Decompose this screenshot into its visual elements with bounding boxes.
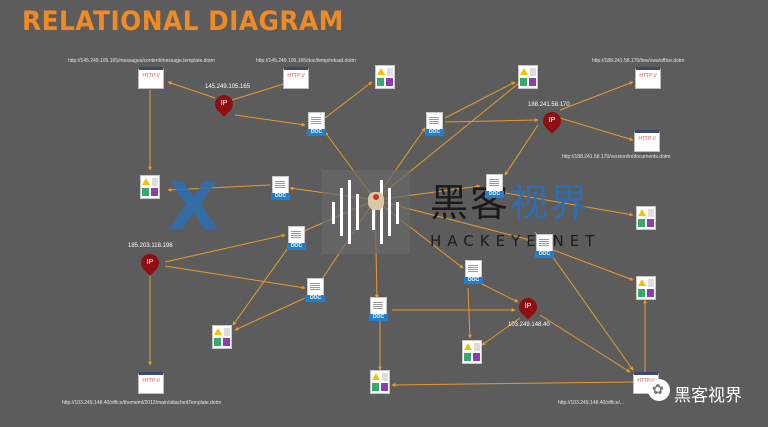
- edge: [481, 317, 521, 346]
- badge-text: 黑客视界: [674, 386, 742, 406]
- file-bundle-node: [636, 206, 656, 230]
- edge: [467, 287, 472, 339]
- edge: [167, 81, 216, 99]
- doc-file-node: DOC: [271, 176, 290, 200]
- center-node-icon: [368, 192, 384, 210]
- doc-file-node: DOC: [306, 278, 325, 302]
- watermark-chinese-text: 黑客视界: [430, 172, 590, 227]
- file-bundle-node: [636, 276, 656, 300]
- doc-file-node: DOC: [464, 260, 483, 284]
- file-bundle-node: [375, 65, 395, 89]
- ip-address-label: 103.249.148.40: [508, 322, 550, 328]
- edge: [167, 184, 271, 192]
- url-label: http://145.249.105.165/messages/content/…: [68, 58, 215, 64]
- url-label: http://103.249.148.40/office/...: [558, 400, 625, 406]
- http-node: HTTP://: [635, 67, 661, 89]
- doc-file-node: DOC: [485, 174, 504, 198]
- edge: [444, 118, 539, 123]
- edge: [232, 244, 291, 326]
- ip-location-pin-icon: IP: [539, 108, 565, 134]
- edge: [391, 381, 634, 387]
- watermark-bars-logo: [322, 170, 410, 254]
- edge: [231, 81, 291, 101]
- page-title: RELATIONAL DIAGRAM: [22, 6, 344, 37]
- watermark-english-text: HACKEYE.NET: [430, 232, 601, 250]
- doc-file-node: DOC: [307, 112, 326, 136]
- edge: [164, 265, 306, 290]
- ip-address-label: 145.249.105.165: [205, 84, 251, 90]
- wechat-logo-icon: [648, 379, 670, 401]
- url-label: http://145.249.105.165/doc/temp/reload.d…: [256, 58, 356, 64]
- edge: [444, 81, 516, 119]
- url-label: http://188.241.58.170/version/in/documen…: [562, 154, 671, 160]
- edge: [234, 114, 306, 127]
- edge: [499, 191, 634, 217]
- edge: [559, 117, 634, 141]
- edge: [164, 233, 286, 263]
- doc-file-node: DOC: [535, 234, 554, 258]
- ip-address-label: 185.203.118.198: [128, 243, 173, 249]
- edge: [324, 81, 373, 119]
- http-node: HTTP://: [283, 67, 309, 89]
- file-bundle-node: [518, 65, 538, 89]
- edge: [547, 247, 634, 281]
- file-bundle-node: [462, 340, 482, 364]
- edge: [234, 297, 306, 331]
- http-node: HTTP://: [138, 67, 164, 89]
- ip-location-pin-icon: IP: [137, 250, 163, 276]
- url-label: http://188.241.58.170/live/owa/office.do…: [592, 58, 685, 64]
- file-bundle-node: [140, 175, 160, 199]
- watermark-x-logo: X: [168, 168, 219, 245]
- http-node: HTTP://: [634, 130, 660, 152]
- edge: [559, 81, 634, 111]
- watermark-cn-blue: 视界: [510, 181, 591, 225]
- file-bundle-node: [370, 370, 390, 394]
- url-label: http://103.249.148.40/office/thememl/201…: [62, 400, 222, 406]
- edge: [477, 281, 519, 303]
- ip-location-pin-icon: IP: [515, 294, 541, 320]
- edge: [539, 314, 631, 373]
- doc-file-node: DOC: [287, 226, 306, 250]
- doc-file-node: DOC: [425, 112, 444, 136]
- ip-address-label: 188.241.58.170: [528, 102, 570, 108]
- http-node: HTTP://: [138, 372, 164, 394]
- doc-file-node: DOC: [369, 297, 388, 321]
- edge: [504, 124, 539, 176]
- ip-location-pin-icon: IP: [211, 91, 237, 117]
- wechat-badge: 黑客视界: [648, 377, 766, 406]
- file-bundle-node: [212, 325, 232, 349]
